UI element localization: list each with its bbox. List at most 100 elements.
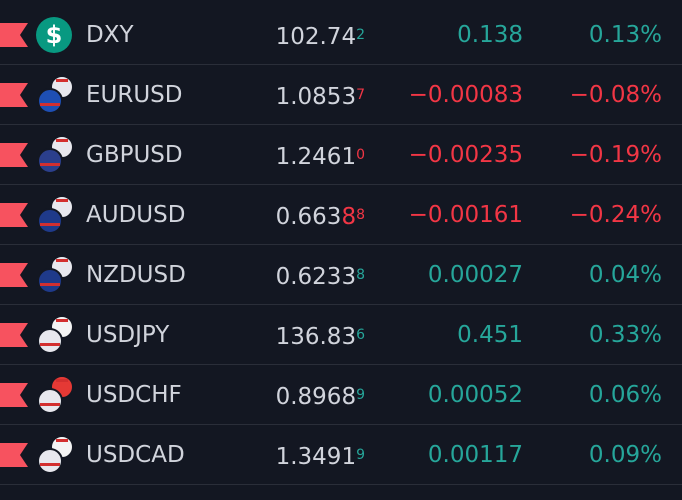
symbol-icon xyxy=(37,135,74,174)
change: 0.00117 xyxy=(427,442,523,468)
price-digits: 1.0853 xyxy=(275,84,357,110)
price-digits: 0.8968 xyxy=(275,384,357,410)
icon-back-stripe xyxy=(56,379,68,382)
symbol-icon xyxy=(37,315,74,354)
change-percent: 0.33% xyxy=(588,322,662,348)
flag-shape xyxy=(0,83,28,107)
icon-back-stripe xyxy=(56,139,68,142)
price-small-digits: 8 xyxy=(356,207,365,223)
symbol: EURUSD xyxy=(86,82,183,108)
price: 0.89689 xyxy=(276,365,365,427)
flag-marker xyxy=(0,443,28,467)
watchlist-row[interactable]: USDJPY 136.836 0.451 0.33% xyxy=(0,305,682,365)
change: 0.451 xyxy=(457,322,523,348)
price: 102.742 xyxy=(276,5,365,67)
change-percent: −0.08% xyxy=(569,82,662,108)
icon-back-stripe xyxy=(56,199,68,202)
icon-front xyxy=(37,448,63,474)
price-digits: 0.6233 xyxy=(275,264,357,290)
watchlist-row[interactable]: EURUSD 1.08537 −0.00083 −0.08% xyxy=(0,65,682,125)
price: 1.34919 xyxy=(276,425,365,487)
price: 136.836 xyxy=(276,305,365,367)
watchlist-row[interactable]: NZDUSD 0.62338 0.00027 0.04% xyxy=(0,245,682,305)
symbol-icon xyxy=(37,255,74,294)
icon-front xyxy=(37,148,63,174)
flag-marker xyxy=(0,143,28,167)
flag-marker xyxy=(0,263,28,287)
icon-front xyxy=(37,268,63,294)
price-digits: 102.74 xyxy=(275,24,357,50)
symbol-icon xyxy=(37,75,74,114)
flag-marker xyxy=(0,203,28,227)
icon-circle xyxy=(36,17,72,53)
watchlist-row[interactable]: GBPUSD 1.24610 −0.00235 −0.19% xyxy=(0,125,682,185)
flag-marker xyxy=(0,383,28,407)
change: 0.00027 xyxy=(427,262,523,288)
watchlist-row[interactable]: $ DXY 102.742 0.138 0.13% xyxy=(0,5,682,65)
change: 0.138 xyxy=(457,22,523,48)
icon-front-stripe xyxy=(40,223,60,226)
price-digits: 8 xyxy=(341,204,357,230)
flag-shape xyxy=(0,443,28,467)
flag-shape xyxy=(0,23,28,47)
flag-shape xyxy=(0,203,28,227)
price-small-digits: 2 xyxy=(356,27,365,43)
icon-back-stripe xyxy=(56,79,68,82)
icon-front-stripe xyxy=(40,283,60,286)
price: 0.62338 xyxy=(276,245,365,307)
change: −0.00161 xyxy=(408,202,523,228)
price: 1.08537 xyxy=(276,65,365,127)
change-percent: 0.09% xyxy=(588,442,662,468)
flag-shape xyxy=(0,323,28,347)
price-small-digits: 6 xyxy=(356,327,365,343)
price-small-digits: 7 xyxy=(356,87,365,103)
change-percent: 0.13% xyxy=(588,22,662,48)
icon-front-stripe xyxy=(40,343,60,346)
icon-back-stripe xyxy=(56,439,68,442)
icon-front xyxy=(37,388,63,414)
price-small-digits: 0 xyxy=(356,147,365,163)
watchlist-row[interactable]: USDCHF 0.89689 0.00052 0.06% xyxy=(0,365,682,425)
flag-shape xyxy=(0,263,28,287)
symbol-icon xyxy=(37,435,74,474)
symbol-icon xyxy=(37,375,74,414)
icon-front xyxy=(37,208,63,234)
price-small-digits: 9 xyxy=(356,387,365,403)
watchlist-row[interactable]: USDCAD 1.34919 0.00117 0.09% xyxy=(0,425,682,485)
price-digits: 1.3491 xyxy=(275,444,357,470)
icon-front-stripe xyxy=(40,463,60,466)
flag-shape xyxy=(0,143,28,167)
icon-front-stripe xyxy=(40,163,60,166)
change: −0.00235 xyxy=(408,142,523,168)
icon-front-stripe xyxy=(40,103,60,106)
symbol: USDCHF xyxy=(86,382,182,408)
watchlist-row[interactable]: AUDUSD 0.66388 −0.00161 −0.24% xyxy=(0,185,682,245)
icon-back-stripe xyxy=(56,259,68,262)
flag-marker xyxy=(0,83,28,107)
price-small-digits: 8 xyxy=(356,267,365,283)
change: −0.00083 xyxy=(408,82,523,108)
icon-front xyxy=(37,328,63,354)
symbol: AUDUSD xyxy=(86,202,186,228)
symbol: DXY xyxy=(86,22,134,48)
flag-marker xyxy=(0,23,28,47)
symbol: NZDUSD xyxy=(86,262,186,288)
price: 1.24610 xyxy=(276,125,365,187)
change: 0.00052 xyxy=(427,382,523,408)
symbol-icon xyxy=(37,195,74,234)
change-percent: 0.06% xyxy=(588,382,662,408)
change-percent: 0.04% xyxy=(588,262,662,288)
price: 0.66388 xyxy=(276,185,365,247)
icon-label: $ xyxy=(46,21,63,49)
change-percent: −0.24% xyxy=(569,202,662,228)
symbol: USDCAD xyxy=(86,442,185,468)
symbol: GBPUSD xyxy=(86,142,183,168)
price-small-digits: 9 xyxy=(356,447,365,463)
flag-shape xyxy=(0,383,28,407)
symbol: USDJPY xyxy=(86,322,170,348)
symbol-icon: $ xyxy=(36,17,72,53)
icon-front-stripe xyxy=(40,403,60,406)
flag-marker xyxy=(0,323,28,347)
price-digits: 0.663 xyxy=(275,204,342,230)
